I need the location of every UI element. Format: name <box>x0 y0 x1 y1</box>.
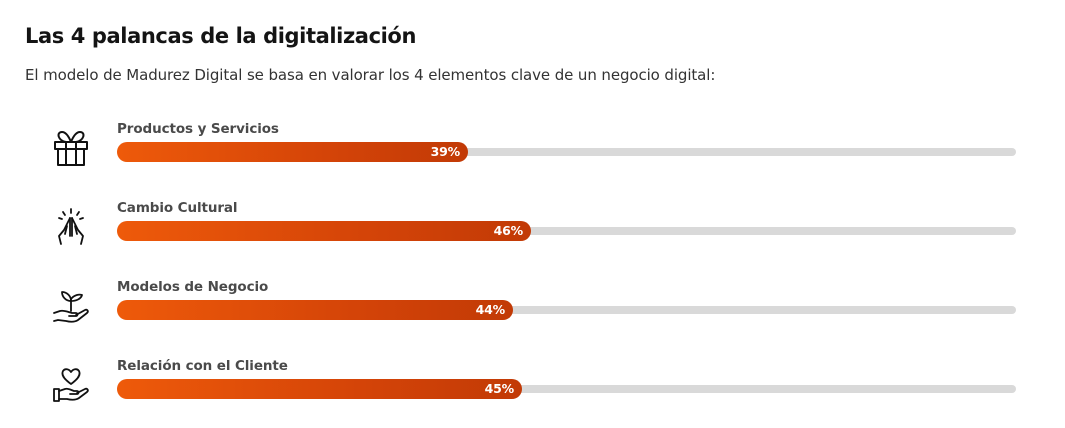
bar-fill: 46% <box>117 221 531 241</box>
page-title: Las 4 palancas de la digitalización <box>25 24 416 48</box>
lever-label: Modelos de Negocio <box>117 279 269 295</box>
bar-fill: 44% <box>117 300 513 320</box>
lever-row: Modelos de Negocio 44% <box>0 279 1065 339</box>
lever-label: Cambio Cultural <box>117 200 238 216</box>
lever-label: Relación con el Cliente <box>117 358 288 374</box>
bar-track <box>117 306 1016 314</box>
bar-value-label: 46% <box>493 223 524 238</box>
bar-track <box>117 148 1016 156</box>
bar-value-label: 44% <box>475 302 506 317</box>
bar-track <box>117 385 1016 393</box>
bar-track <box>117 227 1016 235</box>
heart-in-hand-icon <box>50 364 92 406</box>
lever-row: Cambio Cultural 46% <box>0 200 1065 260</box>
bar-value-label: 39% <box>430 144 461 159</box>
gift-icon <box>50 127 92 169</box>
bar-fill: 39% <box>117 142 468 162</box>
page-subtitle: El modelo de Madurez Digital se basa en … <box>25 66 716 84</box>
lever-label: Productos y Servicios <box>117 121 279 137</box>
lever-row: Productos y Servicios 39% <box>0 121 1065 181</box>
praying-hands-icon <box>50 206 92 248</box>
plant-in-hand-icon <box>50 285 92 327</box>
bar-fill: 45% <box>117 379 522 399</box>
bar-value-label: 45% <box>484 381 515 396</box>
lever-row: Relación con el Cliente 45% <box>0 358 1065 418</box>
